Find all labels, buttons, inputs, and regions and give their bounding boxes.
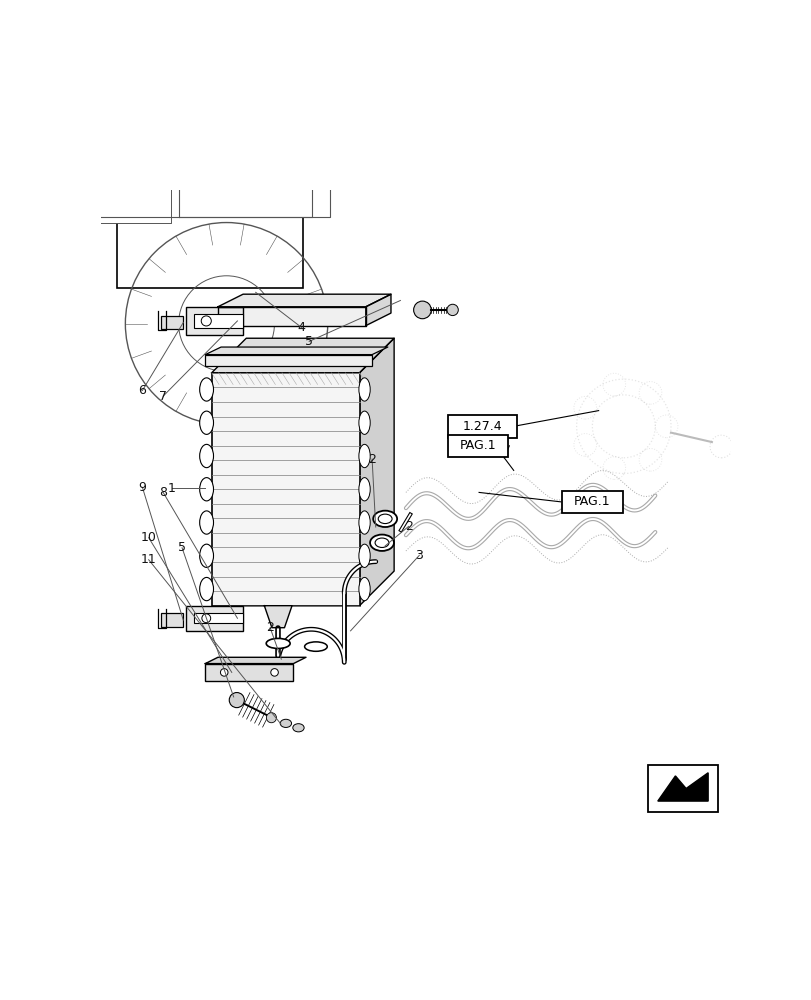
- Ellipse shape: [280, 719, 291, 727]
- Bar: [205, 355, 371, 366]
- Polygon shape: [217, 307, 366, 326]
- Text: 2: 2: [367, 453, 375, 466]
- Ellipse shape: [378, 514, 392, 524]
- Ellipse shape: [358, 544, 370, 567]
- Ellipse shape: [373, 511, 397, 527]
- Ellipse shape: [358, 444, 370, 468]
- Polygon shape: [178, 124, 311, 217]
- Circle shape: [220, 669, 228, 676]
- Text: 5: 5: [305, 335, 313, 348]
- Bar: [187, 606, 242, 631]
- Ellipse shape: [304, 642, 327, 651]
- Ellipse shape: [375, 538, 388, 547]
- Text: 8: 8: [159, 486, 167, 499]
- Bar: [194, 613, 242, 623]
- Text: 2: 2: [404, 520, 412, 533]
- Circle shape: [270, 669, 278, 676]
- Text: 7: 7: [159, 390, 167, 403]
- Polygon shape: [359, 338, 393, 606]
- Polygon shape: [212, 338, 393, 373]
- Ellipse shape: [370, 535, 393, 551]
- Text: 4: 4: [298, 321, 305, 334]
- Bar: [212, 373, 359, 606]
- Ellipse shape: [266, 638, 290, 648]
- Circle shape: [201, 316, 211, 326]
- Polygon shape: [657, 773, 707, 801]
- Text: 6: 6: [139, 384, 146, 397]
- Bar: [117, 197, 303, 288]
- Circle shape: [266, 713, 276, 723]
- Text: PAG.1: PAG.1: [573, 495, 610, 508]
- Text: 5: 5: [178, 541, 186, 554]
- Circle shape: [229, 693, 244, 708]
- Text: 1: 1: [168, 482, 176, 495]
- Ellipse shape: [200, 511, 213, 534]
- Text: 9: 9: [139, 481, 146, 494]
- Circle shape: [202, 614, 210, 623]
- Polygon shape: [27, 185, 170, 223]
- Text: 3: 3: [415, 549, 423, 562]
- FancyBboxPatch shape: [447, 435, 508, 457]
- Ellipse shape: [293, 724, 304, 732]
- Bar: [161, 316, 183, 329]
- Polygon shape: [27, 169, 330, 217]
- Ellipse shape: [358, 511, 370, 534]
- Ellipse shape: [200, 378, 213, 401]
- Ellipse shape: [200, 544, 213, 567]
- FancyBboxPatch shape: [561, 491, 622, 513]
- Ellipse shape: [200, 478, 213, 501]
- Polygon shape: [366, 294, 391, 326]
- Bar: [194, 314, 242, 328]
- Bar: [205, 664, 293, 681]
- Text: 11: 11: [140, 553, 157, 566]
- Text: 2: 2: [266, 621, 274, 634]
- Polygon shape: [264, 606, 292, 628]
- Polygon shape: [217, 294, 391, 307]
- Ellipse shape: [358, 577, 370, 601]
- Circle shape: [446, 304, 457, 316]
- Ellipse shape: [200, 577, 213, 601]
- Circle shape: [413, 301, 431, 319]
- Bar: [187, 307, 242, 335]
- Ellipse shape: [200, 411, 213, 434]
- Ellipse shape: [358, 478, 370, 501]
- FancyBboxPatch shape: [448, 415, 516, 438]
- Ellipse shape: [358, 411, 370, 434]
- Ellipse shape: [200, 444, 213, 468]
- Bar: [647, 765, 718, 812]
- Text: 1.27.4: 1.27.4: [461, 420, 501, 433]
- Ellipse shape: [358, 378, 370, 401]
- Text: 10: 10: [140, 531, 157, 544]
- Polygon shape: [205, 657, 306, 664]
- Text: PAG.1: PAG.1: [459, 439, 496, 452]
- Bar: [161, 613, 183, 627]
- Polygon shape: [205, 347, 388, 355]
